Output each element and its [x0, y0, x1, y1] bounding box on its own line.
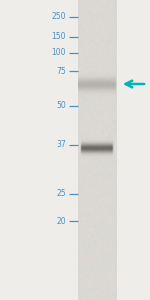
Text: 25: 25	[56, 189, 66, 198]
Text: 20: 20	[56, 217, 66, 226]
Text: 37: 37	[56, 140, 66, 149]
Text: 75: 75	[56, 67, 66, 76]
Text: 150: 150	[51, 32, 66, 41]
Text: 50: 50	[56, 101, 66, 110]
Text: 100: 100	[51, 48, 66, 57]
Text: 250: 250	[51, 12, 66, 21]
